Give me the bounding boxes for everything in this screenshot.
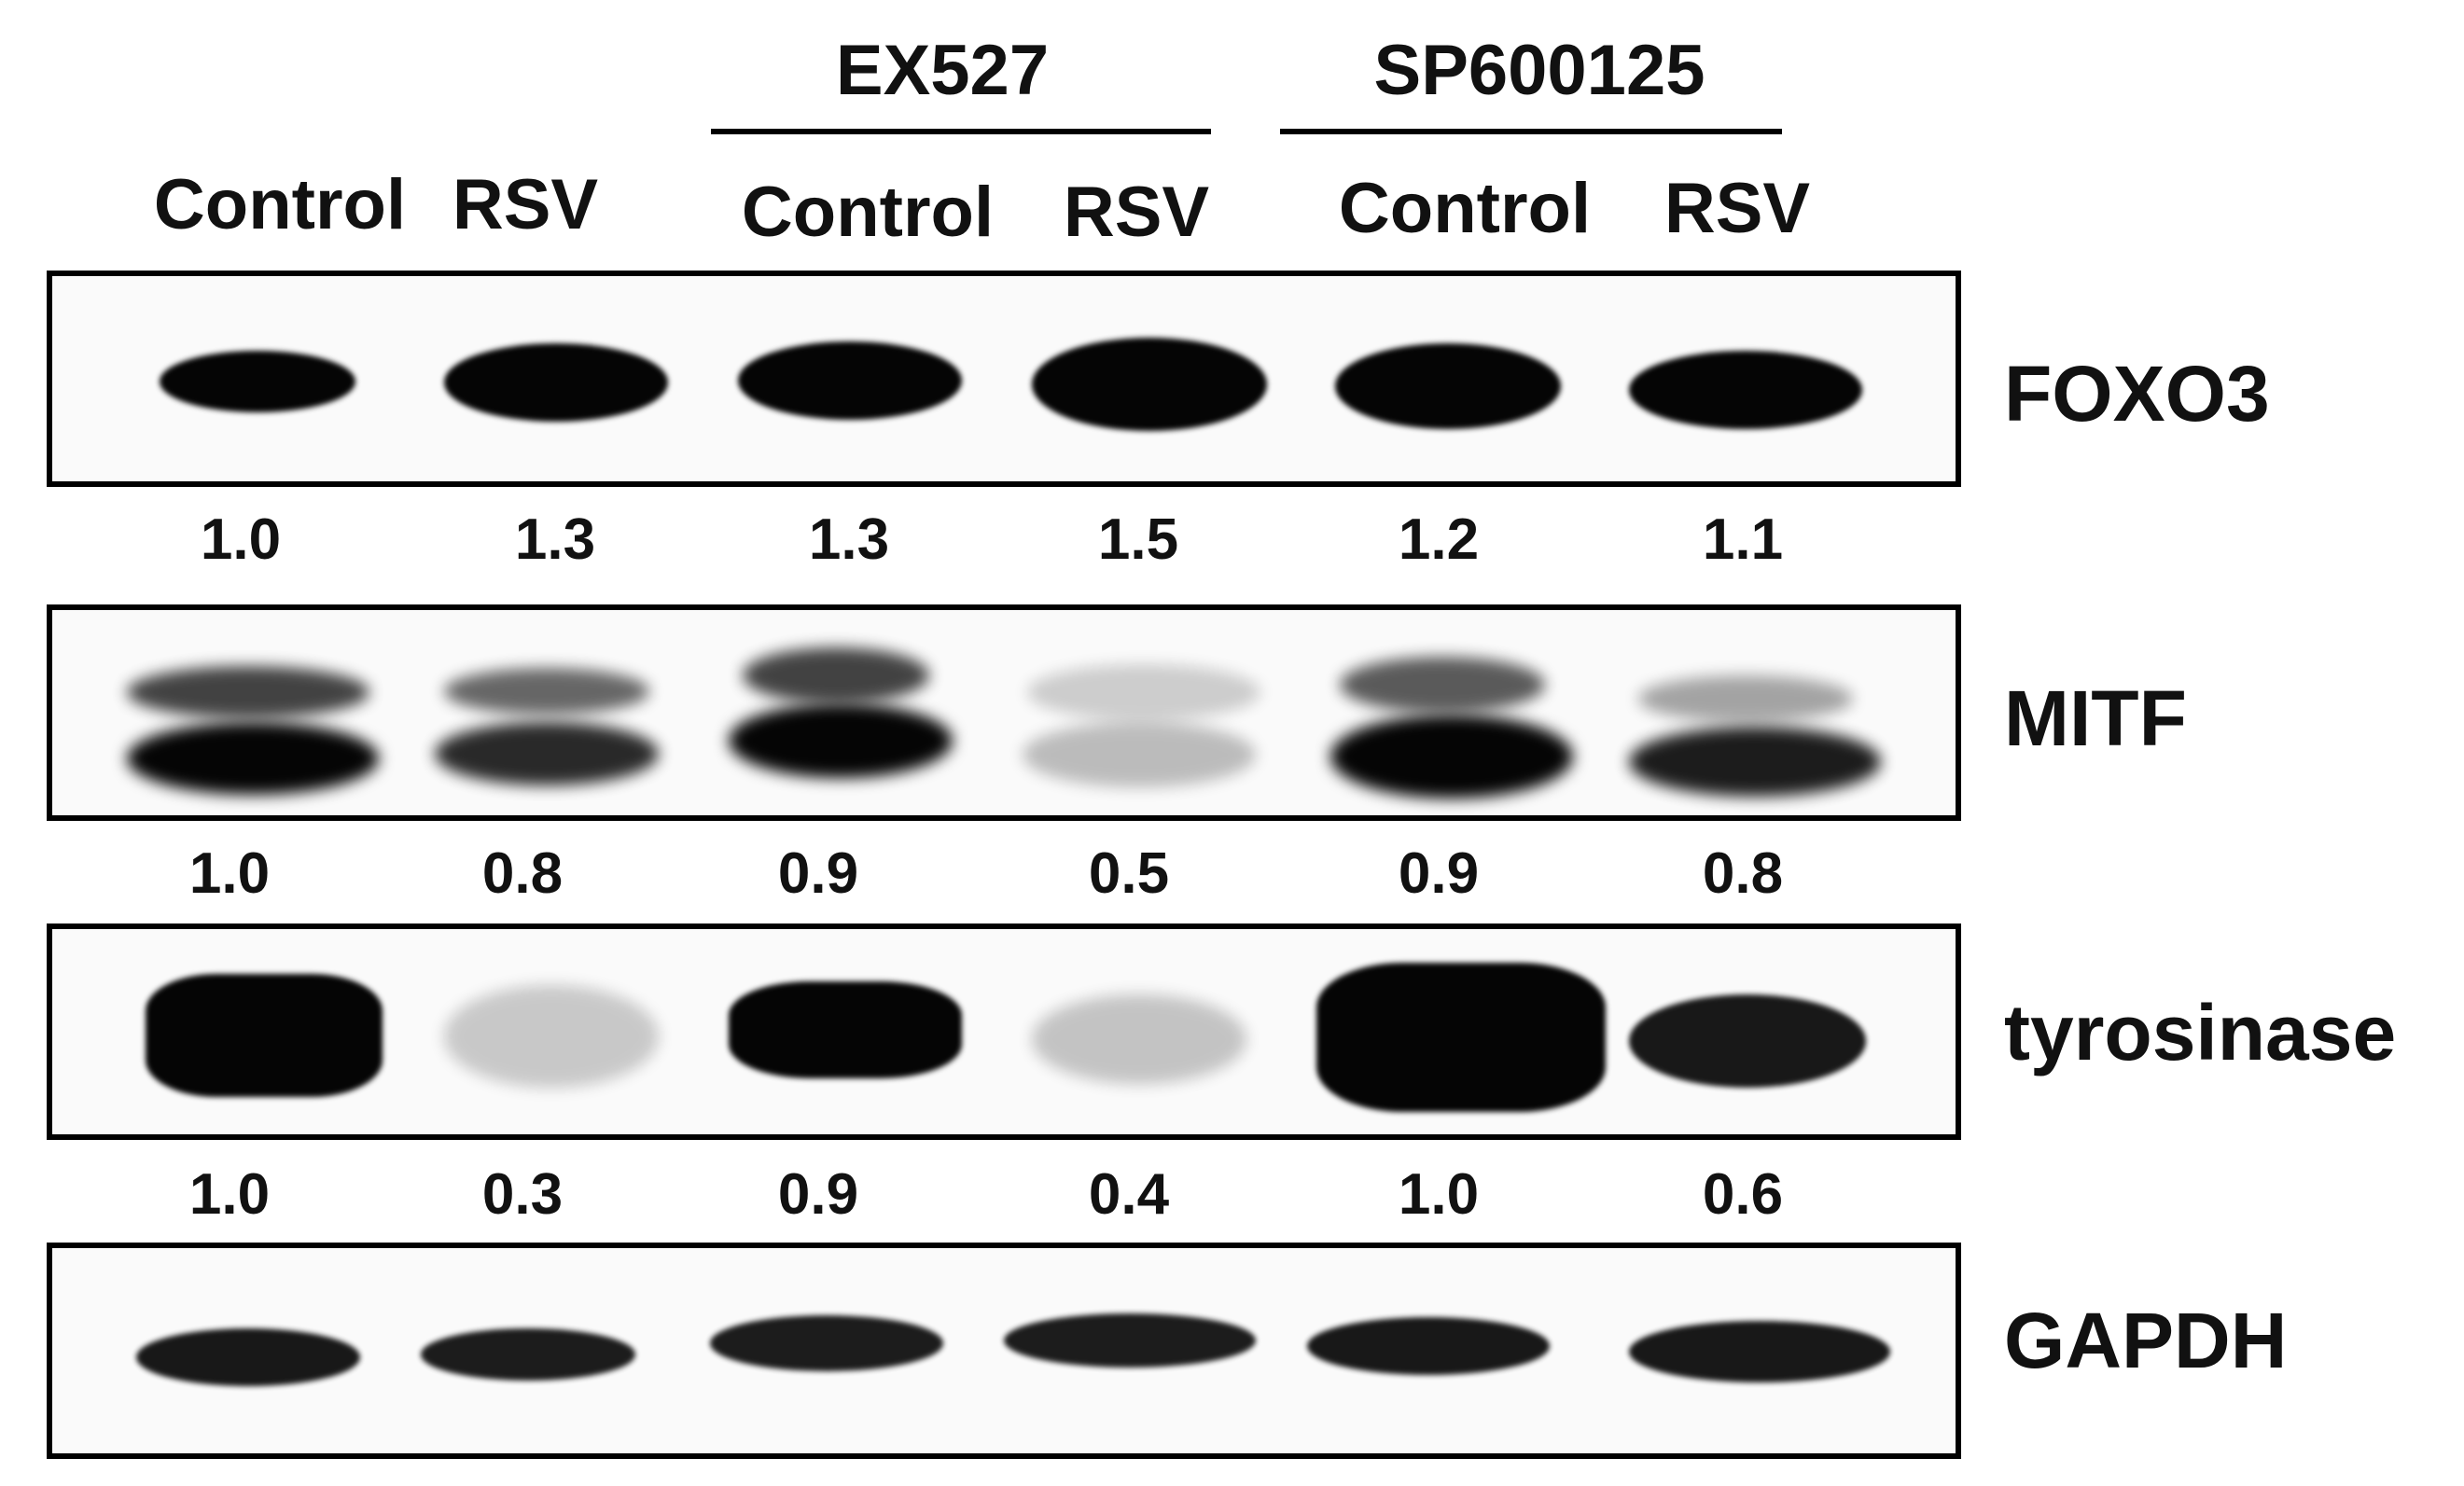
lane-label-5: Control: [1338, 169, 1592, 248]
value-mitf-1: 1.0: [188, 841, 271, 906]
band-tyrosinase-lane6: [1629, 994, 1866, 1088]
group-line-sp600125: [1280, 129, 1782, 134]
group-line-ex527: [711, 129, 1211, 134]
band-gapdh-lane1: [136, 1328, 360, 1386]
band-gapdh-lane6: [1629, 1321, 1890, 1382]
value-tyrosinase-5: 1.0: [1398, 1162, 1480, 1227]
value-tyrosinase-4: 0.4: [1088, 1162, 1170, 1227]
band-mitf-lane2-upper: [444, 668, 649, 715]
band-gapdh-lane2: [421, 1328, 635, 1381]
group-label-sp600125: SP600125: [1373, 31, 1705, 110]
value-foxo3-4: 1.5: [1097, 507, 1179, 572]
band-mitf-lane2-lower: [435, 722, 659, 785]
value-mitf-3: 0.9: [777, 841, 859, 906]
band-mitf-lane6-upper: [1638, 675, 1853, 722]
value-mitf-5: 0.9: [1398, 841, 1480, 906]
value-mitf-6: 0.8: [1702, 841, 1784, 906]
value-tyrosinase-2: 0.3: [481, 1162, 564, 1227]
protein-label-gapdh: GAPDH: [2004, 1297, 2288, 1384]
band-mitf-lane5-lower: [1330, 715, 1573, 799]
lane-label-4: RSV: [1063, 173, 1210, 252]
value-foxo3-2: 1.3: [514, 507, 596, 572]
lane-label-6: RSV: [1664, 169, 1811, 248]
band-tyrosinase-lane5: [1316, 963, 1606, 1112]
band-mitf-lane5-upper: [1340, 657, 1545, 713]
value-tyrosinase-3: 0.9: [777, 1162, 859, 1227]
band-gapdh-lane3: [710, 1315, 943, 1371]
band-foxo3-lane6: [1629, 351, 1862, 429]
blot-panel-foxo3: [47, 271, 1961, 487]
band-tyrosinase-lane1: [146, 974, 383, 1097]
band-gapdh-lane5: [1307, 1317, 1550, 1375]
lane-label-3: Control: [741, 173, 995, 252]
value-foxo3-3: 1.3: [808, 507, 890, 572]
value-tyrosinase-6: 0.6: [1702, 1162, 1784, 1227]
band-foxo3-lane1: [160, 351, 355, 412]
value-tyrosinase-1: 1.0: [188, 1162, 271, 1227]
protein-label-foxo3: FOXO3: [2004, 350, 2270, 437]
band-mitf-lane4-upper: [1027, 664, 1260, 720]
protein-label-mitf: MITF: [2004, 674, 2187, 762]
lane-label-2: RSV: [452, 165, 599, 244]
blot-panel-mitf: [47, 604, 1961, 821]
band-mitf-lane3-upper: [743, 647, 929, 703]
value-foxo3-1: 1.0: [200, 507, 282, 572]
band-mitf-lane1-upper: [127, 666, 369, 718]
band-foxo3-lane2: [444, 343, 668, 422]
band-foxo3-lane3: [738, 341, 962, 420]
band-gapdh-lane4: [1004, 1313, 1256, 1368]
band-mitf-lane4-lower: [1023, 722, 1256, 787]
band-mitf-lane3-lower: [729, 703, 953, 778]
protein-label-tyrosinase: tyrosinase: [2004, 989, 2397, 1076]
blot-panel-gapdh: [47, 1243, 1961, 1459]
band-foxo3-lane4: [1032, 338, 1267, 431]
band-mitf-lane1-lower: [127, 722, 379, 795]
lane-label-1: Control: [153, 165, 407, 244]
band-mitf-lane6-lower: [1629, 727, 1881, 797]
value-mitf-4: 0.5: [1088, 841, 1170, 906]
value-foxo3-6: 1.1: [1702, 507, 1784, 572]
band-foxo3-lane5: [1335, 343, 1561, 429]
blot-panel-tyrosinase: [47, 924, 1961, 1140]
value-foxo3-5: 1.2: [1398, 507, 1480, 572]
value-mitf-2: 0.8: [481, 841, 564, 906]
group-label-ex527: EX527: [835, 31, 1050, 110]
band-tyrosinase-lane4: [1032, 994, 1246, 1084]
band-tyrosinase-lane3: [729, 981, 962, 1078]
band-tyrosinase-lane2: [444, 985, 659, 1088]
